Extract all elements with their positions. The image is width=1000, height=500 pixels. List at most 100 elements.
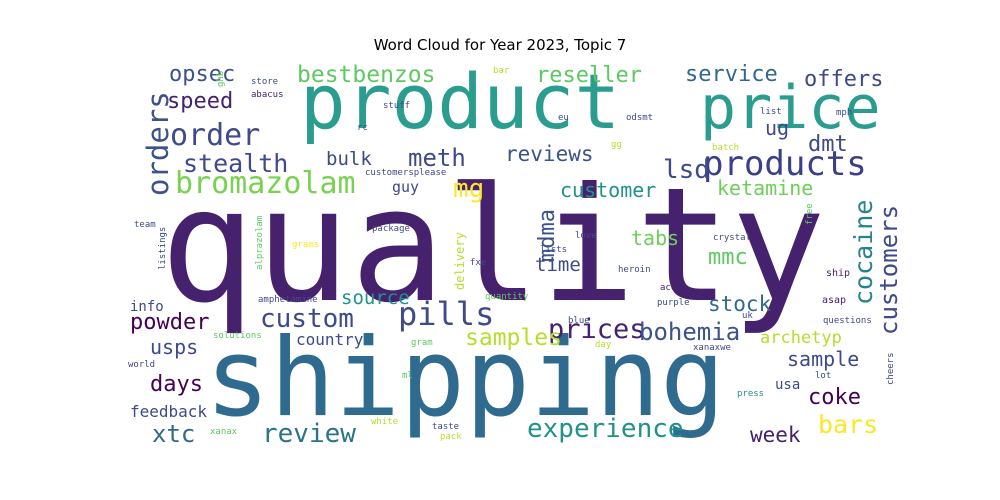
word-package: package <box>372 224 410 234</box>
word-cheers: cheers <box>886 352 896 385</box>
word-source: source <box>341 287 410 309</box>
word-experience: experience <box>527 414 684 444</box>
word-reviews: reviews <box>505 142 594 166</box>
word-price: price <box>700 73 881 143</box>
word-ketamine: ketamine <box>717 176 813 200</box>
word-lot: lot <box>815 371 831 381</box>
word-dmt: dmt <box>808 132 848 157</box>
word-fxe: fxe <box>470 258 486 268</box>
word-customer: customer <box>560 178 656 202</box>
word-prices: prices <box>548 314 646 345</box>
word-free: free <box>805 203 815 225</box>
word-custom: custom <box>260 304 354 334</box>
word-products: products <box>703 144 867 184</box>
word-blue: blue <box>568 316 590 326</box>
word-aco: aco <box>660 283 676 293</box>
word-asap: asap <box>822 295 846 306</box>
word-ghb: ghb <box>216 71 226 87</box>
word-taste: taste <box>432 422 459 432</box>
word-ml: ml <box>402 371 413 381</box>
word-week: week <box>750 423 801 447</box>
word-heroin: heroin <box>618 265 651 275</box>
word-shipping: shipping <box>205 316 725 441</box>
word-odsmt: odsmt <box>626 113 653 123</box>
word-offers: offers <box>804 67 883 92</box>
word-powder: powder <box>130 310 209 335</box>
word-mmc: mmc <box>708 245 748 270</box>
word-bestbenzos: bestbenzos <box>297 62 435 88</box>
word-alprazolam: alprazolam <box>255 216 265 270</box>
word-xanaxwe: xanaxwe <box>693 343 731 353</box>
word-white: white <box>371 417 398 427</box>
word-days: days <box>150 372 203 397</box>
word-rc: rc <box>357 123 368 133</box>
word-quality: quality <box>160 154 826 338</box>
word-lsd: lsd <box>663 155 710 185</box>
word-day: day <box>595 340 612 350</box>
word-abacus: abacus <box>251 90 284 100</box>
word-sample: sample <box>787 347 859 371</box>
word-mg: mg <box>453 174 484 204</box>
word-ship: ship <box>826 268 850 279</box>
word-xtc: xtc <box>152 420 195 448</box>
word-customers: customers <box>875 205 903 335</box>
word-press: press <box>737 389 764 399</box>
word-bromazolam: bromazolam <box>175 166 356 201</box>
word-guy: guy <box>392 178 419 196</box>
word-samples: samples <box>465 325 562 351</box>
word-eu: eu <box>558 113 569 123</box>
word-uk: uk <box>742 311 753 321</box>
word-purple: purple <box>657 298 690 308</box>
word-crystal: crystal <box>713 233 751 243</box>
word-bar: bar <box>493 66 510 76</box>
word-opsec: opsec <box>169 62 235 87</box>
word-bohemia: bohemia <box>639 318 740 346</box>
word-love: love <box>575 231 597 241</box>
word-batch: batch <box>712 143 739 153</box>
word-delivery: delivery <box>453 232 467 290</box>
word-reseller: reseller <box>536 63 642 88</box>
word-pack: pack <box>440 432 462 442</box>
word-tabs: tabs <box>631 226 679 250</box>
word-list: list <box>760 107 782 117</box>
word-listings: listings <box>158 227 168 270</box>
word-coke: coke <box>808 385 861 410</box>
word-service: service <box>685 62 778 87</box>
word-quantity: quantity <box>485 292 529 302</box>
word-usa: usa <box>775 377 800 393</box>
word-meth: meth <box>408 144 466 172</box>
word-bars: bars <box>818 410 878 439</box>
word-team: team <box>134 220 156 230</box>
word-customersplease: customersplease <box>365 168 446 178</box>
word-usps: usps <box>150 335 198 359</box>
word-pills: pills <box>398 295 494 333</box>
word-gram: gram <box>411 338 433 348</box>
word-time: time <box>535 254 581 276</box>
word-country: country <box>296 330 364 349</box>
word-amphetamine: amphetamine <box>258 295 318 305</box>
word-lists: lists <box>540 245 567 255</box>
word-xanax: xanax <box>210 427 238 437</box>
word-solutions: solutions <box>213 331 262 341</box>
word-world: world <box>128 360 155 370</box>
word-info: info <box>130 299 164 315</box>
word-ug: ug <box>765 116 789 140</box>
word-stuff: stuff <box>383 101 410 111</box>
word-feedback: feedback <box>130 402 207 421</box>
word-stock: stock <box>708 292 772 316</box>
word-cocaine: cocaine <box>849 200 878 305</box>
word-questions: questions <box>823 316 872 326</box>
word-speed: speed <box>167 89 233 114</box>
word-archetyp: archetyp <box>760 328 842 348</box>
word-mdma: mdma <box>535 209 560 262</box>
word-stealth: stealth <box>183 149 288 178</box>
word-orders: orders <box>141 91 175 196</box>
word-mph: mph <box>836 108 852 118</box>
chart-title: Word Cloud for Year 2023, Topic 7 <box>373 36 627 54</box>
word-product: product <box>300 57 620 146</box>
word-grams: grams <box>292 240 319 250</box>
word-bulk: bulk <box>326 148 372 170</box>
word-review: review <box>262 419 356 449</box>
word-store: store <box>251 77 278 87</box>
